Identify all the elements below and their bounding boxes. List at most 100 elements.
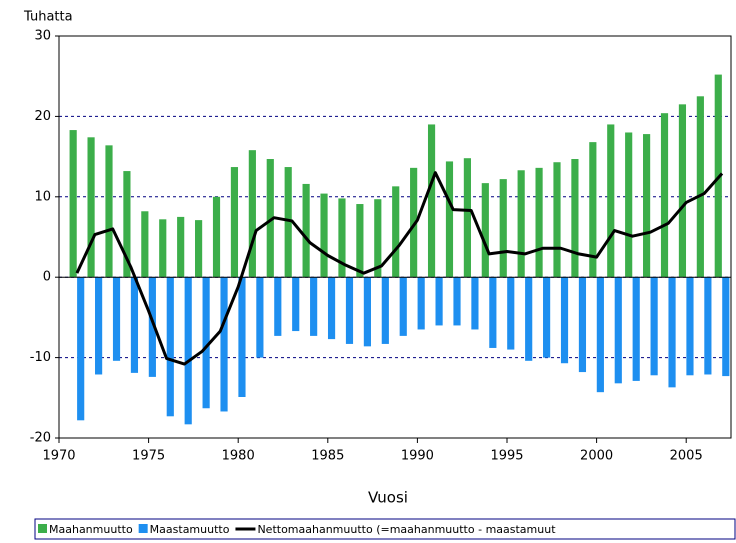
bar bbox=[445, 161, 454, 278]
bar bbox=[87, 137, 95, 278]
bar bbox=[553, 162, 561, 278]
bar bbox=[696, 96, 704, 278]
bar bbox=[202, 277, 210, 409]
bar bbox=[266, 159, 274, 278]
bar bbox=[195, 220, 203, 278]
bar bbox=[166, 277, 174, 417]
bar bbox=[105, 145, 113, 278]
bar bbox=[578, 277, 587, 373]
bar bbox=[471, 277, 479, 330]
bar bbox=[499, 179, 507, 278]
bar bbox=[632, 277, 640, 381]
bar bbox=[220, 277, 228, 412]
bar bbox=[338, 198, 346, 278]
bar bbox=[302, 183, 310, 278]
bar bbox=[77, 277, 85, 421]
legend: Maahanmuutto Maastamuutto Nettomaahanmuutt… bbox=[38, 523, 556, 536]
x-tick-label: 1990 bbox=[401, 449, 434, 464]
bar bbox=[435, 277, 443, 326]
bar bbox=[525, 277, 533, 361]
y-tick-label: 0 bbox=[43, 270, 51, 285]
x-tick-label: 2000 bbox=[580, 449, 613, 464]
bar bbox=[399, 277, 407, 336]
bar bbox=[95, 277, 103, 375]
bar bbox=[130, 277, 139, 373]
bar bbox=[274, 277, 282, 336]
bar bbox=[607, 124, 615, 278]
bar bbox=[374, 199, 382, 278]
y-tick-label: 10 bbox=[34, 189, 51, 204]
bar bbox=[256, 277, 264, 358]
x-tick-label: 1975 bbox=[132, 449, 165, 464]
bar bbox=[345, 277, 354, 344]
y-tick-label: 30 bbox=[34, 29, 51, 44]
bar bbox=[381, 277, 389, 344]
bar bbox=[427, 124, 436, 278]
x-tick-label: 1980 bbox=[222, 449, 255, 464]
bar bbox=[310, 277, 318, 336]
bar bbox=[159, 219, 167, 278]
bar bbox=[481, 183, 489, 278]
bar bbox=[560, 277, 569, 364]
legend-swatch bbox=[138, 524, 148, 533]
bar bbox=[571, 159, 579, 278]
bar bbox=[489, 277, 497, 348]
bar bbox=[507, 277, 515, 350]
bar bbox=[184, 277, 192, 425]
bar bbox=[177, 216, 185, 278]
y-tick-label: 20 bbox=[34, 109, 51, 124]
bar bbox=[320, 193, 328, 278]
x-tick-label: 1985 bbox=[311, 449, 344, 464]
bar bbox=[238, 277, 246, 397]
bar bbox=[248, 150, 256, 278]
legend-label: Maastamuutto bbox=[150, 523, 230, 536]
bar bbox=[392, 186, 400, 278]
bar bbox=[722, 277, 730, 377]
bar bbox=[230, 167, 239, 278]
bar bbox=[678, 104, 687, 278]
bar bbox=[596, 277, 604, 393]
bar bbox=[704, 277, 712, 375]
bar bbox=[463, 158, 471, 278]
bar bbox=[69, 130, 77, 278]
bar bbox=[589, 142, 597, 278]
bar bbox=[668, 277, 676, 388]
bar bbox=[643, 134, 651, 278]
bar bbox=[363, 277, 371, 347]
x-axis-title: Vuosi bbox=[368, 489, 408, 507]
bar bbox=[625, 132, 633, 278]
bar bbox=[327, 277, 336, 340]
bar bbox=[650, 277, 658, 376]
bar bbox=[284, 167, 292, 278]
bar bbox=[660, 113, 669, 278]
legend-label: Nettomaahanmuutto (=maahanmuutto - maast… bbox=[257, 523, 556, 536]
x-tick-label: 2005 bbox=[670, 449, 703, 464]
bar bbox=[417, 277, 425, 330]
bar bbox=[453, 277, 461, 326]
plot-border bbox=[58, 35, 732, 439]
y-axis-title: Tuhatta bbox=[23, 10, 73, 25]
legend-box bbox=[34, 518, 736, 540]
y-tick-label: -20 bbox=[30, 431, 51, 446]
bar bbox=[410, 167, 418, 278]
bar bbox=[123, 171, 131, 278]
bar bbox=[543, 277, 551, 358]
legend-label: Maahanmuutto bbox=[49, 523, 133, 536]
bar bbox=[148, 277, 156, 377]
line bbox=[75, 171, 724, 366]
bar bbox=[517, 170, 525, 278]
y-tick-label: -10 bbox=[30, 350, 51, 365]
bar bbox=[112, 277, 121, 361]
bar bbox=[535, 167, 543, 278]
x-tick-label: 1995 bbox=[490, 449, 523, 464]
legend-swatch bbox=[38, 524, 47, 533]
bar bbox=[686, 277, 694, 376]
x-tick-label: 1970 bbox=[42, 449, 75, 464]
bar bbox=[212, 196, 221, 278]
bar bbox=[614, 277, 622, 384]
bar bbox=[141, 211, 149, 278]
bar bbox=[356, 204, 364, 278]
bar bbox=[292, 277, 300, 332]
